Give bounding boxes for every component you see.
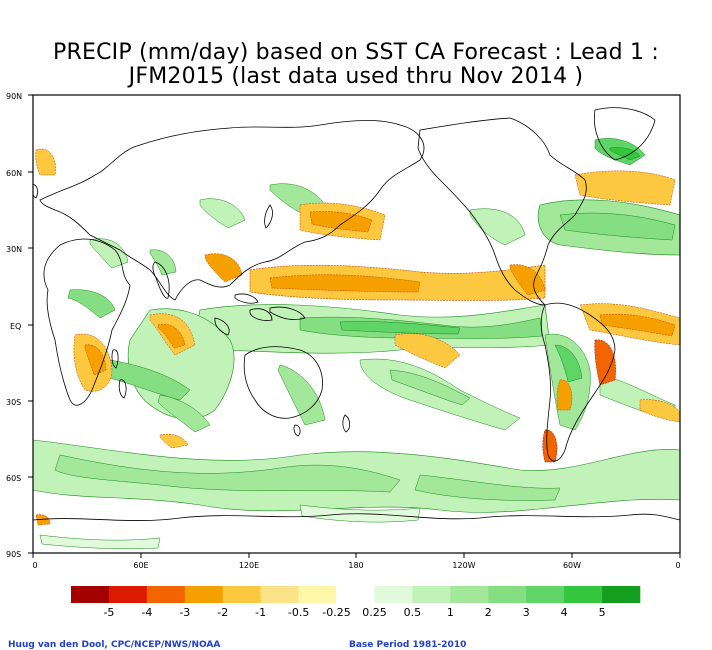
legend-label-2: -3	[179, 606, 190, 619]
legend-label-6: -0.25	[322, 606, 350, 619]
color-legend-labels: -5 -4 -3 -2 -1 -0.5 -0.25 0.25 0.5 1 2 3 4 5	[103, 606, 605, 619]
legend-label-13: 5	[599, 606, 606, 619]
lat-label-30n: 30N	[6, 245, 22, 254]
legend-swatch-0	[71, 586, 110, 603]
latitude-axis: 90N 60N 30N EQ 30S 60S 90S	[6, 92, 33, 559]
legend-swatch-6	[298, 586, 337, 603]
lon-label-0: 0	[32, 561, 37, 570]
base-period-text: Base Period 1981-2010	[349, 640, 467, 650]
credit-text: Huug van den Dool, CPC/NCEP/NWS/NOAA	[8, 640, 221, 650]
legend-label-1: -4	[141, 606, 152, 619]
legend-swatch-5	[260, 586, 299, 603]
lat-label-60n: 60N	[6, 169, 22, 178]
legend-swatch-1	[108, 586, 148, 603]
legend-label-7: 0.25	[362, 606, 387, 619]
legend-label-0: -5	[103, 606, 114, 619]
legend-swatch-13	[564, 586, 603, 603]
lat-label-eq: EQ	[10, 322, 21, 331]
legend-swatch-11	[488, 586, 527, 603]
map-title-line-1: PRECIP (mm/day) based on SST CA Forecast…	[53, 40, 659, 65]
legend-label-12: 4	[561, 606, 568, 619]
legend-swatch-3	[184, 586, 224, 603]
legend-swatch-9	[412, 586, 451, 603]
legend-swatch-14	[602, 586, 641, 603]
lon-label-60e: 60E	[133, 561, 148, 570]
precip-anomaly-field	[33, 138, 680, 550]
lat-label-90s: 90S	[6, 550, 21, 559]
legend-label-9: 1	[447, 606, 454, 619]
legend-swatch-2	[146, 586, 186, 603]
coastlines	[33, 107, 680, 521]
legend-label-3: -2	[217, 606, 228, 619]
legend-swatch-8	[374, 586, 413, 603]
lon-label-60w: 60W	[563, 561, 581, 570]
lon-label-120w: 120W	[452, 561, 475, 570]
legend-label-10: 2	[485, 606, 492, 619]
legend-swatch-7	[336, 585, 376, 604]
legend-label-4: -1	[255, 606, 266, 619]
legend-label-11: 3	[523, 606, 530, 619]
lon-label-180: 180	[348, 561, 363, 570]
lat-label-60s: 60S	[6, 474, 21, 483]
map-title-line-2: JFM2015 (last data used thru Nov 2014 )	[128, 64, 584, 89]
legend-swatch-4	[222, 586, 261, 603]
lat-label-90n: 90N	[6, 92, 22, 101]
legend-swatch-12	[526, 586, 565, 603]
legend-label-5: -0.5	[288, 606, 309, 619]
lon-label-0-east: 0	[675, 561, 680, 570]
lat-label-30s: 30S	[6, 398, 21, 407]
longitude-axis: 0 60E 120E 180 120W 60W 0	[32, 553, 681, 570]
color-legend	[71, 585, 641, 604]
legend-label-8: 0.5	[404, 606, 422, 619]
legend-swatch-10	[450, 586, 489, 603]
lon-label-120e: 120E	[239, 561, 259, 570]
